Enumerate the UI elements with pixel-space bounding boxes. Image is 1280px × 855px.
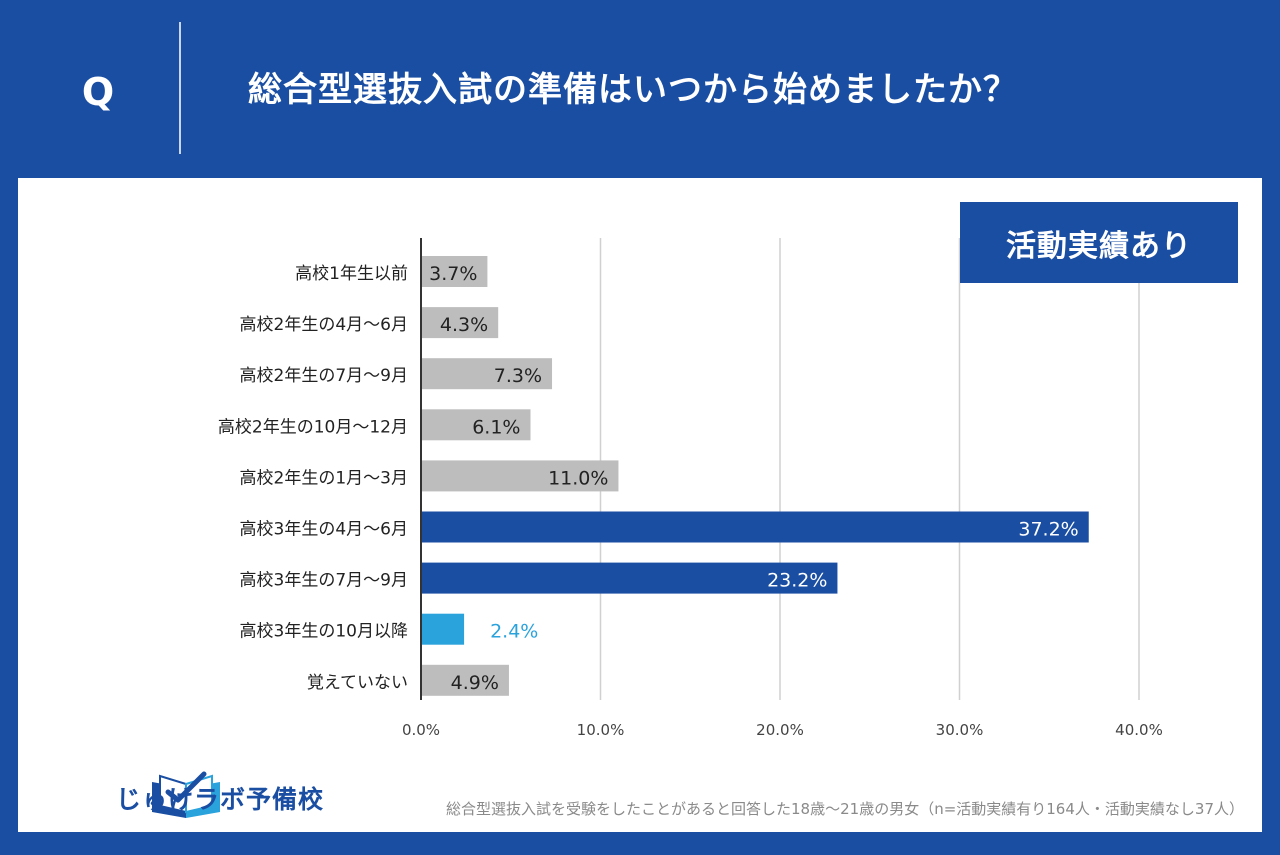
category-label: 高校3年生の4月～6月 (240, 520, 408, 540)
value-label: 4.3% (440, 314, 488, 336)
bar (421, 256, 488, 287)
bar (421, 307, 499, 339)
header: Q 総合型選抜入試の準備はいつから始めましたか？ (0, 0, 1280, 178)
category-label: 高校2年生の10月～12月 (218, 417, 408, 437)
chart-panel (18, 178, 1262, 832)
group-badge: 活動実績あり (960, 202, 1238, 283)
x-tick-label: 0.0% (402, 721, 440, 739)
bar (421, 511, 1089, 543)
value-label: 23.2% (767, 570, 827, 592)
category-label: 高校2年生の4月～6月 (240, 315, 408, 335)
bar (421, 460, 619, 492)
value-label: 7.3% (494, 365, 542, 387)
category-label: 高校1年生以前 (295, 264, 408, 284)
x-tick-label: 10.0% (577, 721, 625, 739)
value-label: 4.9% (451, 672, 499, 694)
footnote: 総合型選抜入試を受験をしたことがあると回答した18歳～21歳の男女（n=活動実績… (446, 800, 1244, 818)
category-label: 高校3年生の10月以降 (240, 622, 408, 642)
bar (421, 409, 531, 441)
x-tick-label: 20.0% (756, 721, 804, 739)
bar (421, 358, 553, 390)
category-label: 高校2年生の7月～9月 (240, 366, 408, 386)
bar (421, 562, 838, 594)
open-book-icon (152, 771, 220, 818)
question-title: 総合型選抜入試の準備はいつから始めましたか？ (248, 70, 1018, 110)
category-label: 高校3年生の7月～9月 (240, 571, 408, 591)
logo-text: じゅけラボ予備校 (116, 785, 325, 814)
value-label: 37.2% (1018, 519, 1078, 541)
value-label: 11.0% (548, 467, 608, 489)
bar (421, 664, 509, 696)
x-tick-label: 30.0% (936, 721, 984, 739)
question-marker: Q (81, 70, 115, 114)
value-label: 6.1% (472, 416, 520, 438)
value-label: 2.4% (490, 621, 538, 643)
category-label: 覚えていない (307, 673, 408, 693)
header-divider (179, 22, 181, 154)
category-label: 高校2年生の1月～3月 (240, 468, 408, 488)
bar (421, 613, 465, 645)
x-tick-label: 40.0% (1115, 721, 1163, 739)
value-label: 3.7% (429, 263, 477, 285)
